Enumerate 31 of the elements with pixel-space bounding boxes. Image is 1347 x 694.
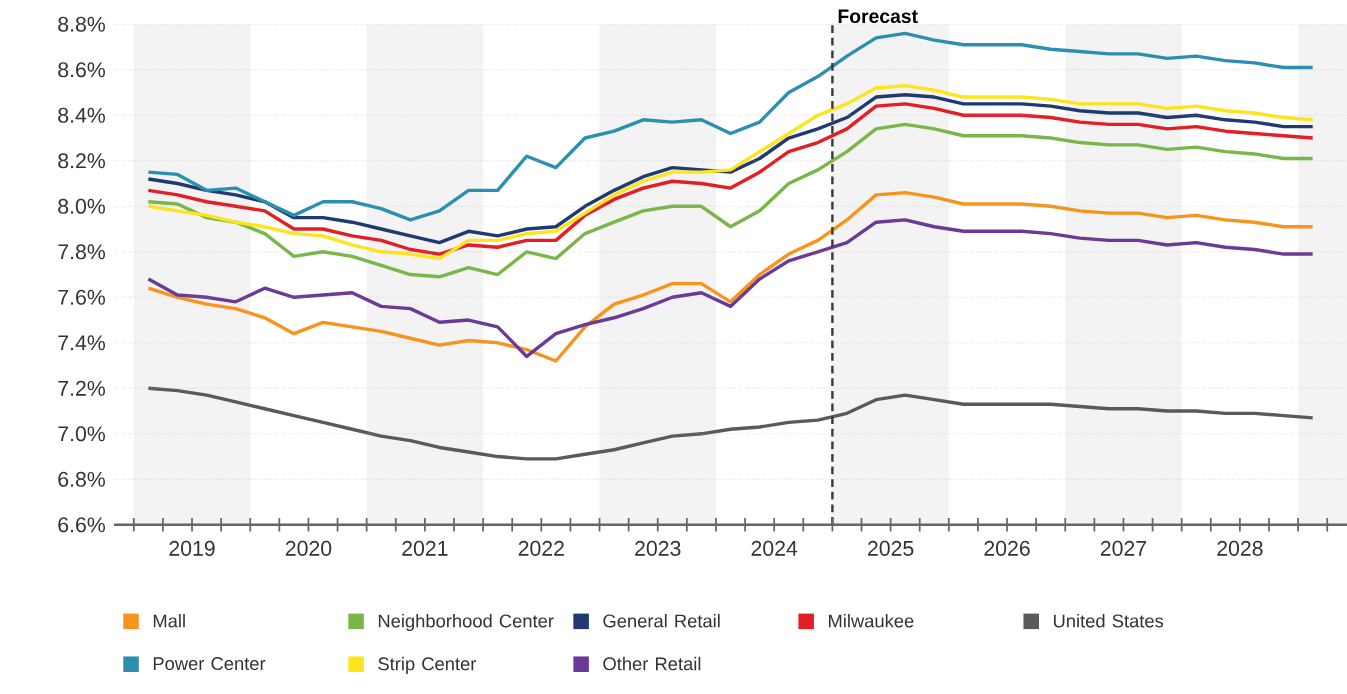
x-tick-label: 2020 bbox=[285, 541, 332, 557]
y-tick-label: 8.6% bbox=[58, 62, 105, 78]
y-tick-label: 8.8% bbox=[58, 16, 105, 32]
y-tick-label: 7.8% bbox=[58, 244, 105, 260]
x-tick-label: 2026 bbox=[984, 541, 1030, 557]
legend-label: Strip Center bbox=[378, 657, 477, 675]
legend-label: Neighborhood Center bbox=[378, 614, 554, 632]
x-tick-label: 2019 bbox=[169, 541, 215, 557]
x-tick-label: 2021 bbox=[402, 541, 448, 557]
y-tick-label: 7.0% bbox=[58, 426, 105, 442]
y-tick-label: 7.2% bbox=[58, 380, 105, 396]
y-tick-label: 8.0% bbox=[58, 198, 105, 214]
legend-label: Milwaukee bbox=[829, 614, 914, 628]
legend-label: Mall bbox=[153, 614, 185, 628]
x-tick-label: 2028 bbox=[1217, 541, 1263, 557]
x-tick-label: 2023 bbox=[635, 541, 681, 557]
legend-label: General Retail bbox=[603, 614, 720, 628]
legend-label: United States bbox=[1053, 614, 1164, 628]
y-tick-label: 6.8% bbox=[58, 471, 105, 488]
y-tick-label: 8.4% bbox=[58, 107, 105, 123]
y-tick-label: 7.4% bbox=[58, 335, 105, 351]
legend-label: Other Retail bbox=[603, 657, 701, 671]
x-tick-label: 2024 bbox=[751, 541, 798, 557]
x-tick-label: 2025 bbox=[868, 541, 914, 557]
x-tick-label: 2027 bbox=[1100, 541, 1147, 557]
y-tick-label: 7.6% bbox=[58, 289, 105, 305]
y-tick-label: 6.6% bbox=[58, 517, 105, 533]
ref-line-label: Forecast bbox=[838, 9, 918, 24]
y-tick-label: 8.2% bbox=[58, 153, 105, 169]
x-tick-label: 2022 bbox=[518, 541, 564, 557]
legend-label: Power Center bbox=[153, 657, 266, 671]
